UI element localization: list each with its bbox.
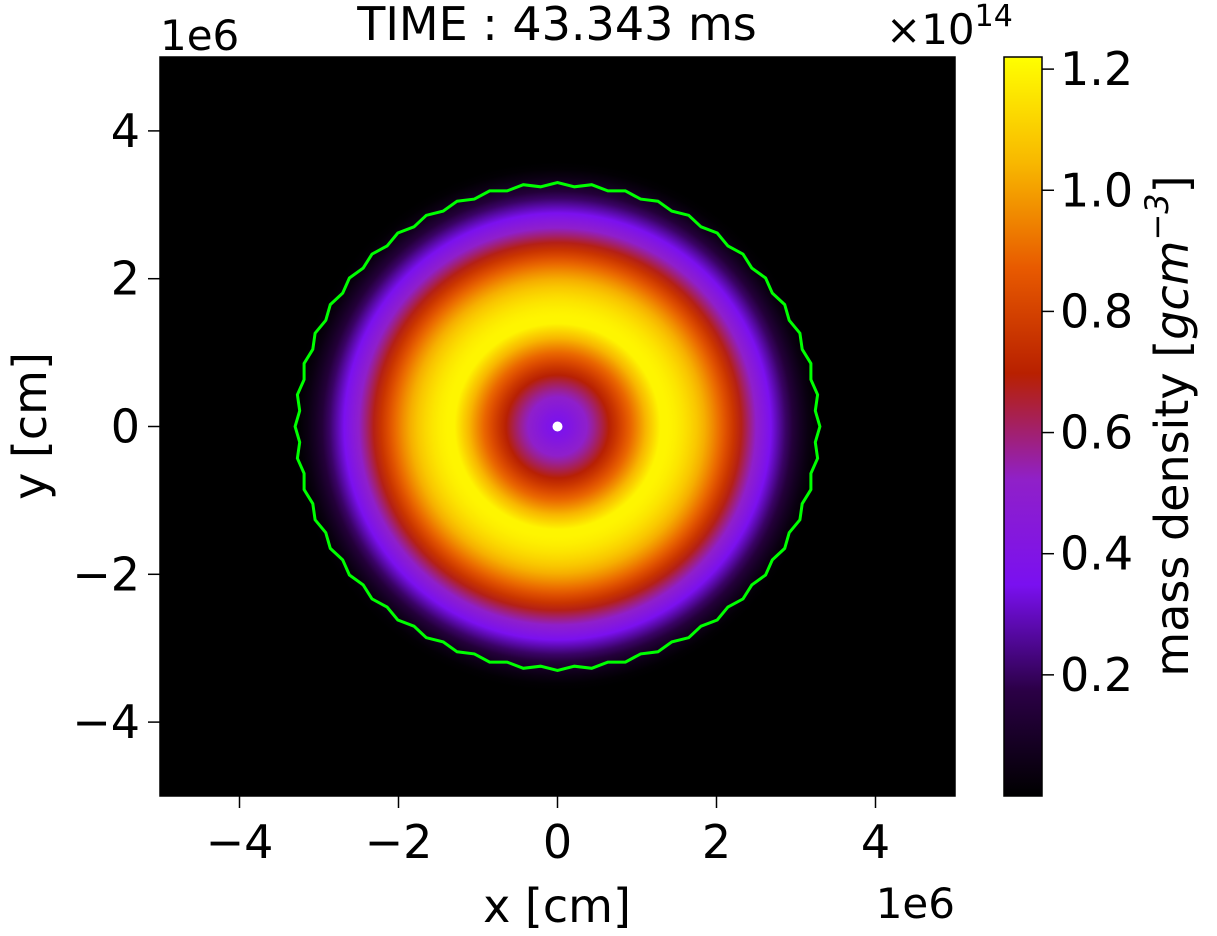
- y-tick-label: 0: [111, 400, 140, 454]
- colorbar: [1003, 56, 1043, 797]
- y-tick-label: 4: [111, 104, 140, 158]
- colorbar-tick-label: 0.2: [1060, 648, 1133, 702]
- y-tick-label: 2: [111, 252, 140, 306]
- y-scale-label: 1e6: [160, 11, 239, 60]
- colorbar-tick-label: 0.4: [1060, 527, 1133, 581]
- colorbar-tick-label: 1.2: [1060, 42, 1133, 96]
- x-tick-label: 0: [543, 815, 572, 869]
- chart-title: TIME : 43.343 ms: [356, 0, 757, 51]
- colorbar-tick-label: 0.6: [1060, 406, 1133, 460]
- x-tick-label: 4: [861, 815, 890, 869]
- y-tick-label: −4: [72, 695, 140, 749]
- colorbar-label-suffix: ]: [1145, 175, 1199, 193]
- colorbar-label: mass density [gcm−3]: [1138, 175, 1199, 676]
- colorbar-label-exponent: −3: [1138, 193, 1176, 240]
- y-axis-label: y [cm]: [3, 352, 57, 500]
- colorbar-tick-label: 0.8: [1060, 284, 1133, 338]
- x-tick-label: −2: [365, 815, 433, 869]
- y-axis: −4 −2 0 2 4: [72, 104, 160, 749]
- colorbar-multiplier-exponent: 14: [975, 0, 1013, 34]
- x-axis-label: x [cm]: [483, 879, 631, 931]
- colorbar-tick-label: 1.0: [1060, 163, 1133, 217]
- density-contour: [293, 181, 822, 672]
- x-scale-label: 1e6: [876, 879, 955, 928]
- center-marker: [552, 421, 563, 432]
- colorbar-label-unit: gcm: [1145, 241, 1199, 340]
- x-tick-label: −4: [206, 815, 274, 869]
- x-tick-label: 2: [702, 815, 731, 869]
- colorbar-ticks: 0.2 0.4 0.6 0.8 1.0 1.2: [1042, 42, 1133, 702]
- colorbar-multiplier-base: ×10: [886, 5, 975, 54]
- colorbar-multiplier: ×1014: [886, 0, 1013, 54]
- x-axis: −4 −2 0 2 4: [206, 796, 890, 869]
- y-tick-label: −2: [72, 547, 140, 601]
- colorbar-label-prefix: mass density [: [1145, 340, 1199, 677]
